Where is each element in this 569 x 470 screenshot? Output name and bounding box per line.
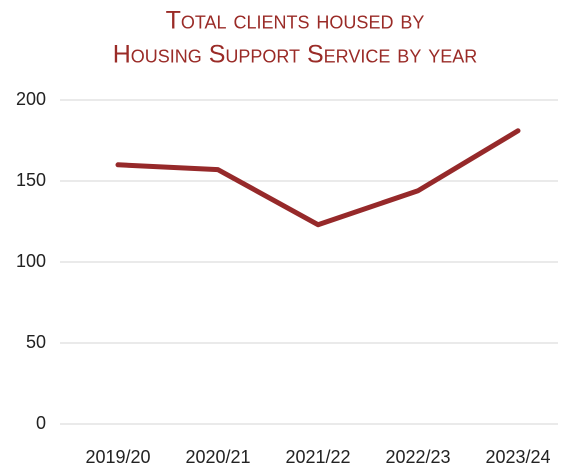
y-tick-label: 0 [36,413,46,433]
x-tick-label: 2019/20 [85,447,150,467]
x-tick-label: 2021/22 [285,447,350,467]
y-tick-label: 100 [16,251,46,271]
x-tick-label: 2020/21 [185,447,250,467]
x-tick-label: 2023/24 [485,447,550,467]
y-tick-label: 150 [16,170,46,190]
y-tick-label: 200 [16,89,46,109]
x-tick-label: 2022/23 [385,447,450,467]
chart-title: Housing Support Service by year [113,41,478,69]
y-tick-label: 50 [26,332,46,352]
chart-title: Total clients housed by [166,7,425,35]
data-line [115,128,521,228]
